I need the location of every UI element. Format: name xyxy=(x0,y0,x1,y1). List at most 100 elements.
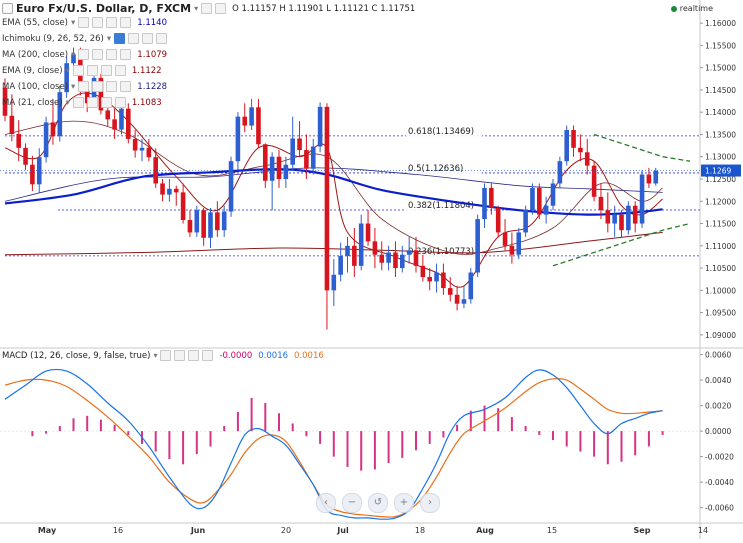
symbol-header: Euro Fx/U.S. Dollar, D, FXCM ▾ O 1.11157… xyxy=(2,2,415,15)
candle-up xyxy=(406,250,412,255)
hide-icon[interactable] xyxy=(78,17,90,28)
remove-icon[interactable] xyxy=(114,97,126,108)
candle-down xyxy=(9,115,15,135)
remove-icon[interactable] xyxy=(120,81,132,92)
chevron-down-icon[interactable]: ▾ xyxy=(194,4,199,13)
settings-icon[interactable] xyxy=(92,49,104,60)
macd-histogram-bar xyxy=(620,431,623,462)
collapse-icon[interactable] xyxy=(2,3,13,14)
candle-down xyxy=(509,245,515,255)
macd-histogram-bar xyxy=(497,408,500,432)
macd-histogram-bar xyxy=(319,431,322,444)
add-icon[interactable] xyxy=(100,65,112,76)
candle-down xyxy=(571,130,576,148)
add-icon[interactable] xyxy=(188,350,200,361)
hide-icon[interactable] xyxy=(72,65,84,76)
settings-icon[interactable] xyxy=(215,3,227,14)
candle-up xyxy=(290,138,295,165)
chevron-down-icon[interactable]: ▾ xyxy=(65,97,70,108)
indicator-label: EMA (55, close) xyxy=(2,17,68,28)
candle-down xyxy=(495,207,501,233)
add-icon[interactable] xyxy=(106,49,118,60)
candle-down xyxy=(16,134,21,148)
y-tick-label: 1.09500 xyxy=(705,309,736,318)
y-tick-label: 1.15500 xyxy=(705,41,736,50)
y-tick-label: 1.14500 xyxy=(705,86,736,95)
y-tick-label: 1.13500 xyxy=(705,130,736,139)
macd-histogram-bar xyxy=(593,431,596,457)
add-icon[interactable] xyxy=(142,33,154,44)
chevron-down-icon[interactable]: ▾ xyxy=(70,17,76,28)
fib-level-label: 0.236(1.10773) xyxy=(408,247,474,257)
macd-y-tick-label: 0.0020 xyxy=(705,402,731,411)
x-tick-label: 15 xyxy=(547,526,557,535)
fib-label-bg xyxy=(406,162,482,174)
hide-icon[interactable] xyxy=(78,49,90,60)
remove-icon[interactable] xyxy=(202,350,214,361)
candle-down xyxy=(427,276,432,282)
candle-up xyxy=(221,211,227,231)
candle-down xyxy=(132,138,138,151)
candle-down xyxy=(187,219,193,233)
scroll-right-button[interactable]: › xyxy=(420,493,440,513)
remove-icon[interactable] xyxy=(120,17,132,28)
hide-icon[interactable] xyxy=(114,33,126,44)
zoom-in-button[interactable]: + xyxy=(394,493,414,513)
add-icon[interactable] xyxy=(106,17,118,28)
settings-icon[interactable] xyxy=(92,81,104,92)
macd-y-tick-label: 0.0060 xyxy=(705,351,731,360)
indicator-row[interactable]: MA (21, close) ▾ 1.1083 xyxy=(2,96,162,109)
x-tick-label: May xyxy=(38,526,57,535)
zoom-out-button[interactable]: − xyxy=(342,493,362,513)
candle-down xyxy=(413,250,419,266)
indicator-label: MA (100, close) xyxy=(2,81,69,92)
chevron-down-icon[interactable]: ▾ xyxy=(65,65,70,76)
reset-button[interactable]: ↺ xyxy=(368,493,388,513)
candle-up xyxy=(482,187,487,220)
candle-up xyxy=(283,164,289,179)
indicator-label: MA (21, close) xyxy=(2,97,63,108)
chevron-down-icon[interactable]: ▾ xyxy=(106,33,112,44)
macd-histogram-bar xyxy=(565,431,568,447)
settings-icon[interactable] xyxy=(86,65,98,76)
scroll-left-button[interactable]: ‹ xyxy=(316,493,336,513)
fib-level-label: 0.618(1.13469) xyxy=(408,127,474,137)
settings-icon[interactable] xyxy=(86,97,98,108)
macd-histogram-bar xyxy=(524,426,527,432)
candle-down xyxy=(256,107,261,145)
hide-icon[interactable] xyxy=(78,81,90,92)
candle-up xyxy=(167,188,172,195)
macd-histogram-bar xyxy=(538,431,541,435)
indicator-row[interactable]: EMA (9, close) ▾ 1.1122 xyxy=(2,64,162,77)
remove-icon[interactable] xyxy=(156,33,168,44)
hide-icon[interactable] xyxy=(72,97,84,108)
settings-icon[interactable] xyxy=(174,350,186,361)
candle-up xyxy=(317,106,323,147)
hide-icon[interactable] xyxy=(160,350,172,361)
macd-histogram-bar xyxy=(154,431,157,452)
indicator-row[interactable]: MA (100, close) ▾ 1.1228 xyxy=(2,80,167,93)
indicator-row[interactable]: Ichimoku (9, 26, 52, 26) ▾ xyxy=(2,32,168,45)
macd-histogram-bar xyxy=(264,403,267,432)
indicator-row[interactable]: EMA (55, close) ▾ 1.1140 xyxy=(2,16,167,29)
remove-icon[interactable] xyxy=(114,65,126,76)
macd-y-tick-label: -0.0020 xyxy=(705,453,734,462)
candle-up xyxy=(530,187,535,211)
hide-icon[interactable] xyxy=(201,3,213,14)
add-icon[interactable] xyxy=(100,97,112,108)
macd-header: MACD (12, 26, close, 9, false, true) ▾ -… xyxy=(2,350,324,361)
candle-up xyxy=(345,245,350,257)
add-icon[interactable] xyxy=(106,81,118,92)
candle-down xyxy=(23,147,28,165)
settings-icon[interactable] xyxy=(128,33,140,44)
remove-icon[interactable] xyxy=(120,49,132,60)
chevron-down-icon[interactable]: ▾ xyxy=(71,49,76,60)
current-price-label: 1.1269 xyxy=(705,167,731,176)
chevron-down-icon[interactable]: ▾ xyxy=(153,351,158,360)
settings-icon[interactable] xyxy=(92,17,104,28)
chevron-down-icon[interactable]: ▾ xyxy=(71,81,76,92)
indicator-row[interactable]: MA (200, close) ▾ 1.1079 xyxy=(2,48,167,61)
candle-down xyxy=(215,212,220,231)
